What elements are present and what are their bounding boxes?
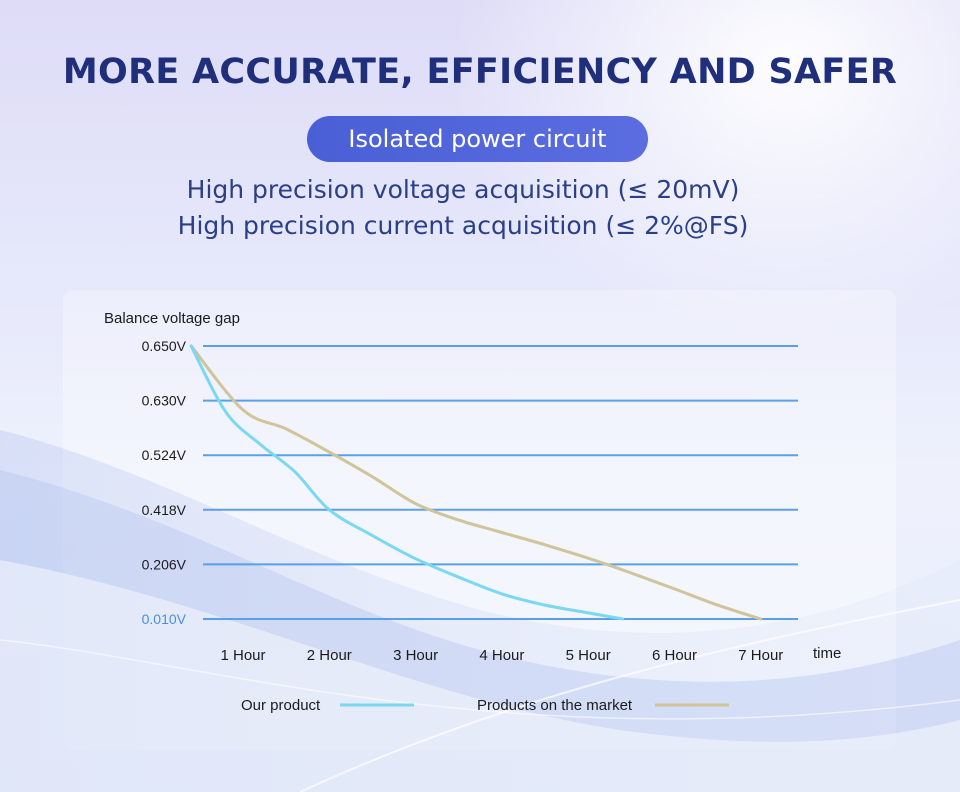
series-line (189, 344, 625, 621)
series-lines (189, 344, 763, 621)
x-axis-label: time (813, 645, 841, 662)
y-tick-label: 0.418V (142, 502, 187, 518)
x-tick-label: 5 Hour (566, 647, 611, 664)
x-tick-label: 2 Hour (307, 647, 352, 664)
y-tick-label: 0.524V (142, 447, 187, 463)
y-tick-label: 0.650V (142, 338, 187, 354)
series-line (189, 344, 763, 621)
voltage-spec-line: High precision voltage acquisition (≤ 20… (186, 175, 740, 204)
x-tick-labels: 1 Hour 2 Hour 3 Hour 4 Hour 5 Hour 6 Hour 7 Ho… (220, 647, 783, 664)
y-tick-labels: 0.650V 0.630V 0.524V 0.418V 0.206V 0.010V (142, 338, 187, 627)
legend-label: Products on the market (477, 697, 633, 714)
y-axis-label: Balance voltage gap (104, 310, 240, 327)
legend: Our product Products on the market (241, 697, 729, 714)
y-tick-label: 0.206V (142, 556, 187, 572)
x-tick-label: 4 Hour (479, 647, 524, 664)
feature-badge: Isolated power circuit (307, 116, 648, 162)
page-title: MORE ACCURATE, EFFICIENCY AND SAFER (62, 52, 898, 92)
legend-label: Our product (241, 697, 321, 714)
x-tick-label: 6 Hour (652, 647, 697, 664)
x-tick-label: 1 Hour (220, 647, 265, 664)
x-tick-label: 3 Hour (393, 647, 438, 664)
current-spec-line: High precision current acquisition (≤ 2%… (177, 211, 749, 240)
y-tick-label: 0.010V (142, 611, 187, 627)
x-tick-label: 7 Hour (738, 647, 783, 664)
y-tick-label: 0.630V (142, 393, 187, 409)
grid-lines (203, 345, 798, 620)
